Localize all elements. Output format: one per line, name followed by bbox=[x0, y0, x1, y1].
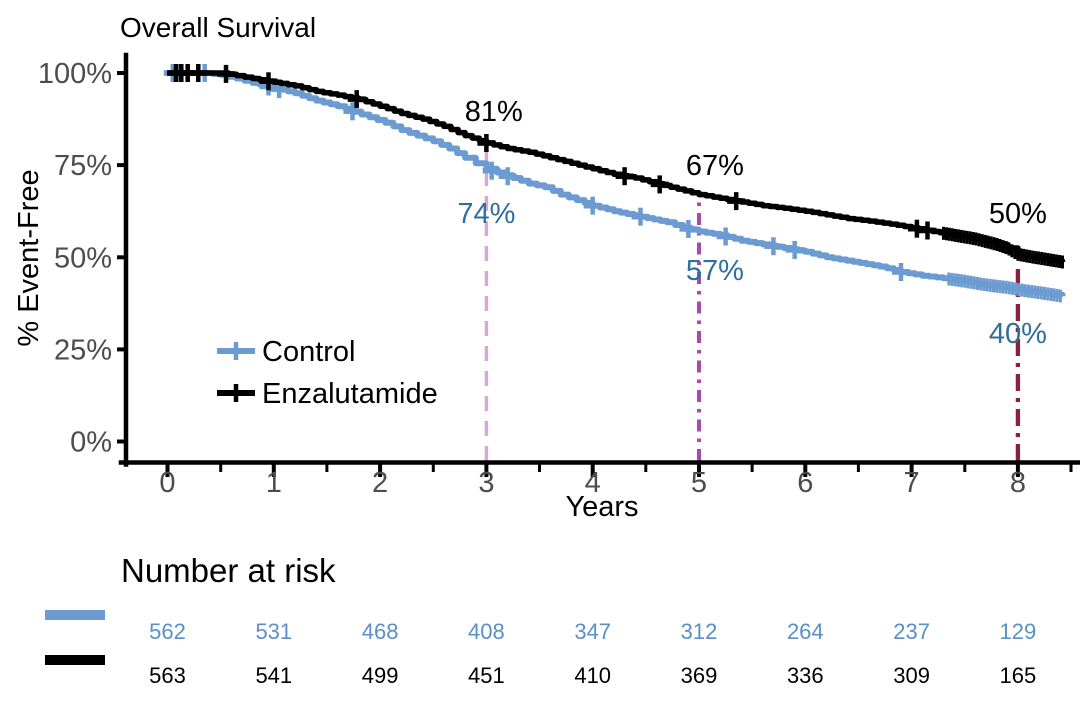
milestone-label: 67% bbox=[686, 150, 744, 182]
survival-curve-control bbox=[167, 70, 1066, 298]
risk-count: 410 bbox=[574, 663, 611, 688]
x-tick-label: 6 bbox=[797, 467, 813, 499]
x-tick-label: 5 bbox=[691, 467, 707, 499]
risk-count: 563 bbox=[149, 663, 186, 688]
legend-label: Control bbox=[262, 336, 356, 368]
milestone-label: 50% bbox=[989, 198, 1047, 230]
legend: Control Enzalutamide bbox=[217, 336, 438, 410]
censor-marks-enzalutamide bbox=[167, 64, 1064, 269]
axes-layer: 100% 75% 50% 25% 0% 0 1 2 3 4 5 6 7 8 bbox=[38, 52, 1080, 499]
milestone-label: 74% bbox=[457, 198, 515, 230]
y-tick-label: 75% bbox=[54, 150, 112, 182]
x-tick-label: 2 bbox=[372, 467, 388, 499]
y-axis-title: % Event-Free bbox=[13, 169, 45, 346]
risk-count: 165 bbox=[1000, 663, 1037, 688]
y-tick-label: 100% bbox=[38, 58, 112, 90]
x-tick-label: 0 bbox=[159, 467, 175, 499]
risk-row-swatch-enzalutamide bbox=[45, 655, 105, 665]
x-tick-label: 8 bbox=[1010, 467, 1026, 499]
y-tick-label: 50% bbox=[54, 242, 112, 274]
risk-count: 451 bbox=[468, 663, 505, 688]
risk-row-swatch-control bbox=[45, 610, 105, 620]
risk-count: 541 bbox=[255, 663, 292, 688]
milestone-annotations-layer: 81% 74% 67% 57% 50% 40% bbox=[457, 96, 1047, 350]
x-tick-label: 4 bbox=[585, 467, 601, 499]
censor-marks-control bbox=[163, 64, 1062, 303]
risk-count: 468 bbox=[362, 619, 399, 644]
risk-count: 408 bbox=[468, 619, 505, 644]
x-tick-label: 7 bbox=[904, 467, 920, 499]
milestone-label: 57% bbox=[686, 255, 744, 287]
risk-count: 562 bbox=[149, 619, 186, 644]
risk-count: 264 bbox=[787, 619, 824, 644]
risk-table-heading: Number at risk bbox=[121, 552, 336, 589]
risk-count: 499 bbox=[362, 663, 399, 688]
risk-count: 531 bbox=[255, 619, 292, 644]
y-tick-label: 0% bbox=[70, 427, 112, 459]
milestone-label: 81% bbox=[465, 96, 523, 128]
y-tick-label: 25% bbox=[54, 334, 112, 366]
risk-count: 369 bbox=[681, 663, 718, 688]
risk-count: 309 bbox=[893, 663, 930, 688]
risk-count: 237 bbox=[893, 619, 930, 644]
risk-table: 562 531 468 408 347 312 264 237 129 563 541 499 451 4… bbox=[45, 610, 1036, 688]
risk-count: 129 bbox=[1000, 619, 1037, 644]
x-tick-label: 3 bbox=[478, 467, 494, 499]
chart-title: Overall Survival bbox=[120, 12, 316, 43]
risk-count: 347 bbox=[574, 619, 611, 644]
x-axis-title: Years bbox=[565, 491, 638, 523]
x-tick-label: 1 bbox=[266, 467, 282, 499]
milestone-label: 40% bbox=[989, 318, 1047, 350]
legend-label: Enzalutamide bbox=[262, 378, 438, 410]
reference-lines-layer bbox=[484, 149, 1021, 461]
risk-count: 312 bbox=[681, 619, 718, 644]
curves-layer bbox=[163, 64, 1066, 303]
risk-count: 336 bbox=[787, 663, 824, 688]
